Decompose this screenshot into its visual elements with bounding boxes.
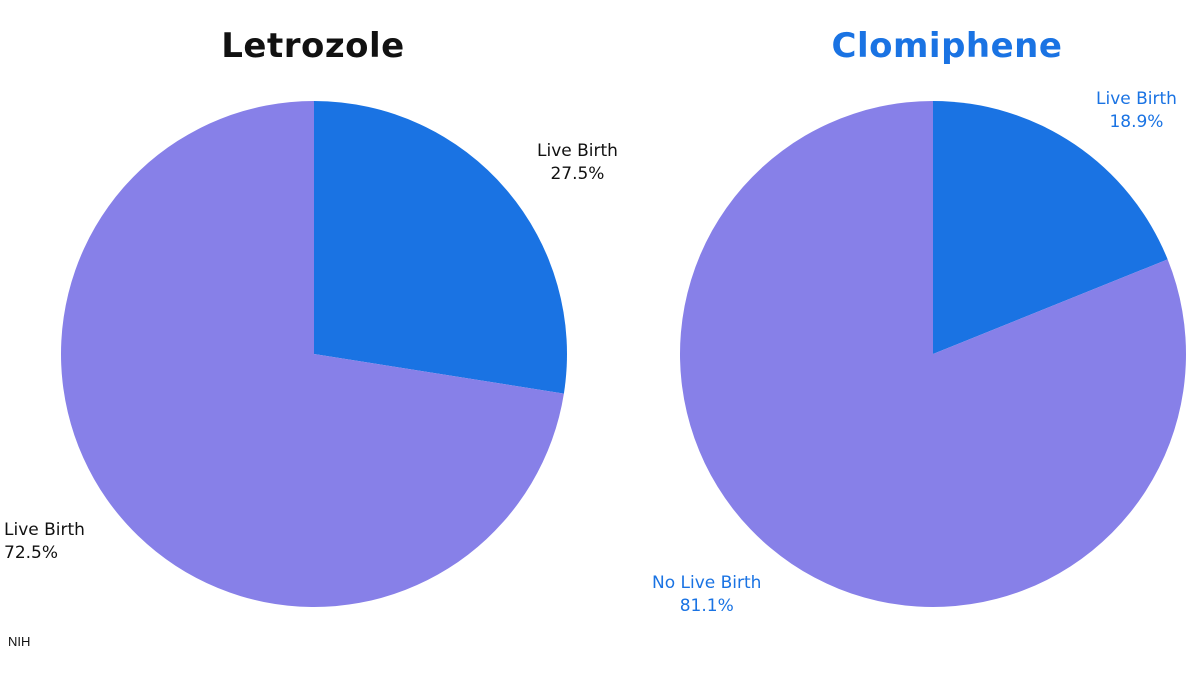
chart-title: Clomiphene <box>831 26 1063 66</box>
slice-value: 18.9% <box>1109 112 1164 132</box>
chart-title: Letrozole <box>221 26 405 66</box>
pie-slice-live-birth-1 <box>61 101 564 607</box>
slice-value: 27.5% <box>550 164 605 184</box>
letrozole-chart: Letrozole Live Birth 27.5% Live Birth 72… <box>4 26 618 607</box>
clomiphene-pie <box>680 101 1186 608</box>
slice-name: Live Birth <box>537 141 618 161</box>
letrozole-pie <box>61 101 567 607</box>
slice-label-live-birth: Live Birth 27.5% <box>537 140 618 186</box>
source-credit: NIH <box>8 634 31 649</box>
slice-label-live-birth: Live Birth 18.9% <box>1096 88 1177 134</box>
slice-label-live-birth-other: Live Birth 72.5% <box>4 519 85 565</box>
slice-name: No Live Birth <box>652 573 762 593</box>
pie-slice-no-live-birth-1 <box>680 101 1186 608</box>
pie-slice-live-birth-0 <box>933 101 1168 354</box>
slice-value: 81.1% <box>679 596 734 616</box>
slice-value: 72.5% <box>4 543 59 563</box>
slice-name: Live Birth <box>4 520 85 540</box>
pie-slice-live-birth-0 <box>314 101 567 394</box>
slice-name: Live Birth <box>1096 89 1177 109</box>
clomiphene-chart: Clomiphene Live Birth 18.9% No Live Birt… <box>600 0 1200 675</box>
slice-label-no-live-birth: No Live Birth 81.1% <box>652 572 761 618</box>
